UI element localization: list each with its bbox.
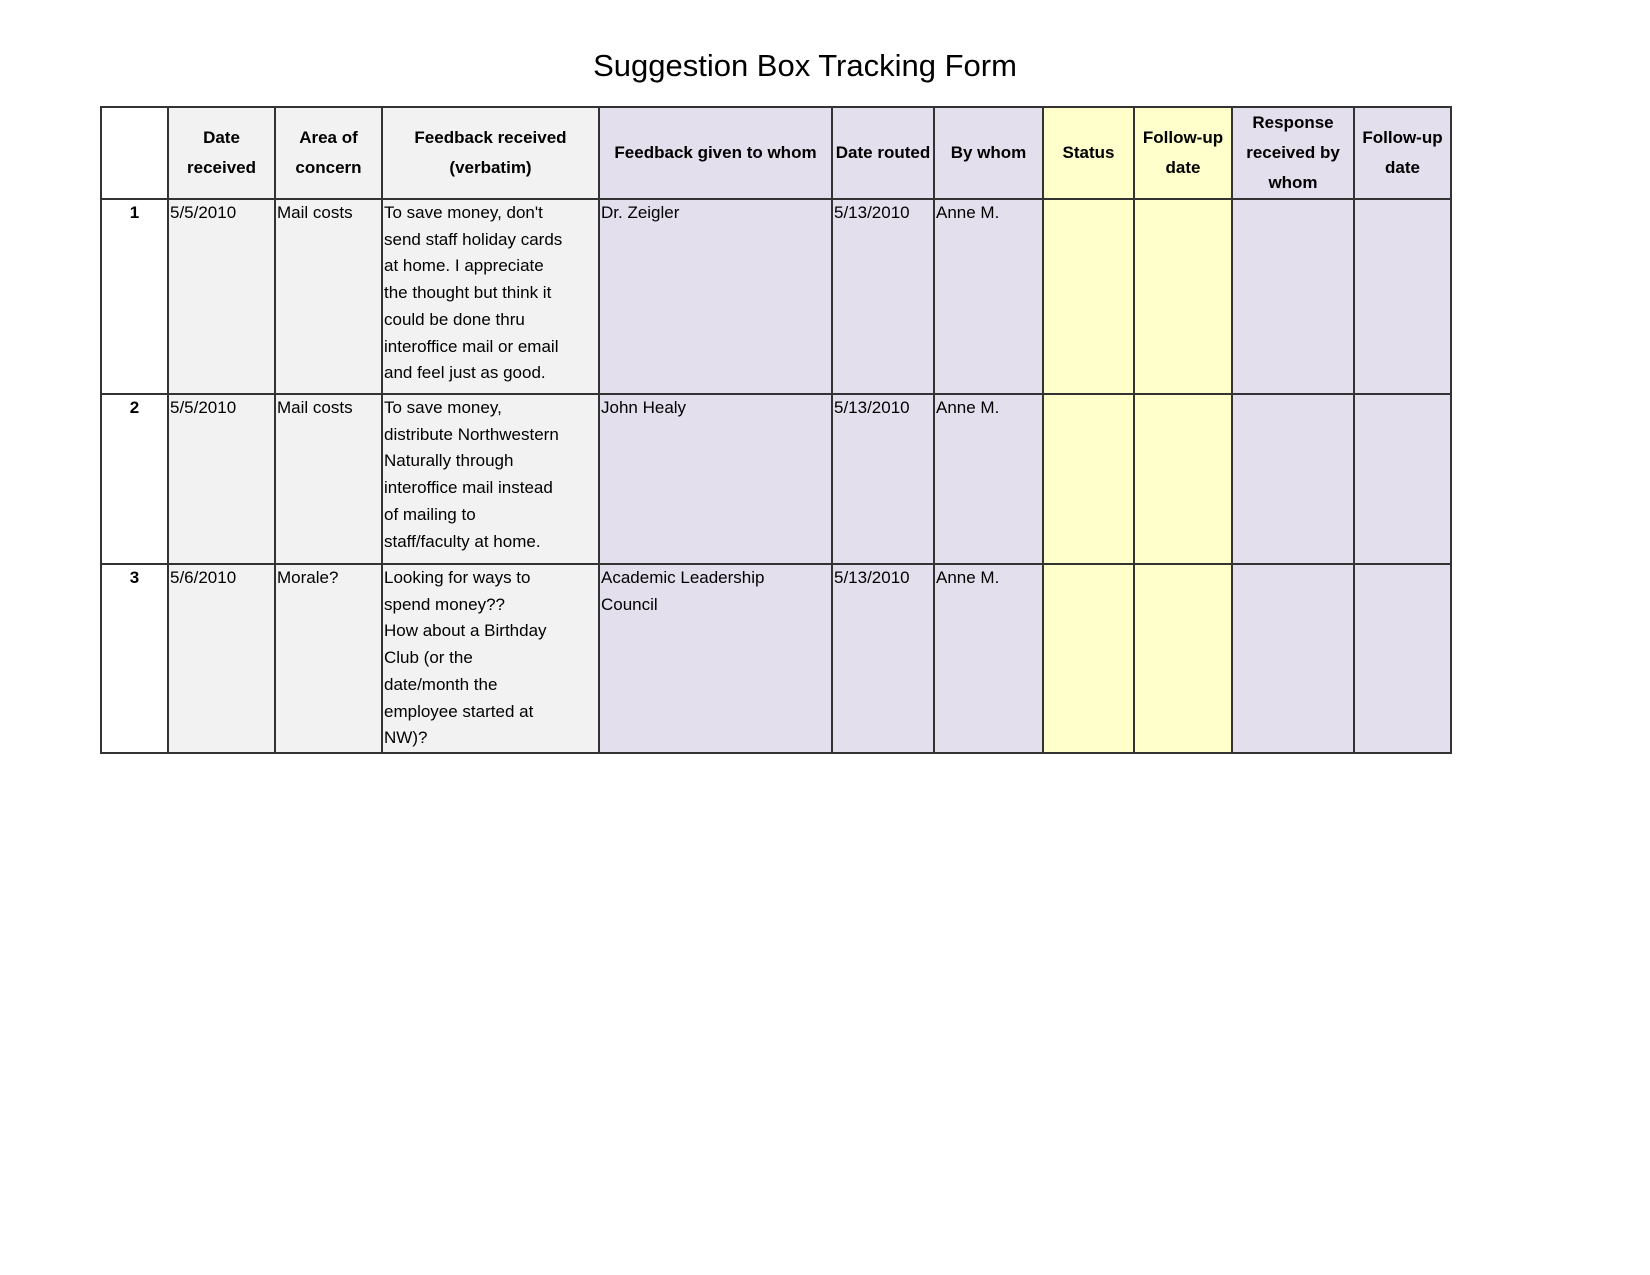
- follow-up-2-cell: [1353, 393, 1452, 565]
- response-by-cell: [1231, 393, 1355, 565]
- header-date-received: Date received: [167, 106, 276, 200]
- header-response-received-by: Response received by whom: [1231, 106, 1355, 200]
- feedback-cell: Looking for ways to spend money?? How ab…: [381, 563, 600, 754]
- by-whom-cell: Anne M.: [933, 563, 1044, 754]
- date-received-cell: 5/6/2010: [167, 563, 276, 754]
- follow-up-2-cell: [1353, 198, 1452, 395]
- header-follow-up-date: Follow-up date: [1133, 106, 1233, 200]
- date-routed-cell: 5/13/2010: [831, 563, 935, 754]
- follow-up-cell: [1133, 393, 1233, 565]
- header-follow-up-date-2: Follow-up date: [1353, 106, 1452, 200]
- table-row: 1 5/5/2010 Mail costs To save money, don't …: [100, 198, 1452, 395]
- header-by-whom: By whom: [933, 106, 1044, 200]
- page-title: Suggestion Box Tracking Form: [593, 48, 1017, 83]
- date-routed-cell: 5/13/2010: [831, 393, 935, 565]
- follow-up-cell: [1133, 198, 1233, 395]
- area-cell: Mail costs: [274, 198, 383, 395]
- header-row: Date received Area of concern Feedback r…: [100, 106, 1452, 200]
- date-received-cell: 5/5/2010: [167, 198, 276, 395]
- status-cell: [1042, 563, 1135, 754]
- given-to-cell: Dr. Zeigler: [598, 198, 833, 395]
- status-cell: [1042, 393, 1135, 565]
- feedback-cell: To save money, don't send staff holiday …: [381, 198, 600, 395]
- row-number: 2: [100, 393, 169, 565]
- area-cell: Morale?: [274, 563, 383, 754]
- header-feedback-received: Feedback received (verbatim): [381, 106, 600, 200]
- status-cell: [1042, 198, 1135, 395]
- header-number: [100, 106, 169, 200]
- row-number: 1: [100, 198, 169, 395]
- response-by-cell: [1231, 198, 1355, 395]
- response-by-cell: [1231, 563, 1355, 754]
- row-number: 3: [100, 563, 169, 754]
- by-whom-cell: Anne M.: [933, 393, 1044, 565]
- table-row: 2 5/5/2010 Mail costs To save money, distri…: [100, 393, 1452, 565]
- header-area-of-concern: Area of concern: [274, 106, 383, 200]
- header-feedback-given-to: Feedback given to whom: [598, 106, 833, 200]
- given-to-cell: Academic Leadership Council: [598, 563, 833, 754]
- area-cell: Mail costs: [274, 393, 383, 565]
- tracking-table: Date received Area of concern Feedback r…: [100, 106, 1452, 754]
- feedback-cell: To save money, distribute Northwestern N…: [381, 393, 600, 565]
- header-status: Status: [1042, 106, 1135, 200]
- given-to-cell: John Healy: [598, 393, 833, 565]
- follow-up-2-cell: [1353, 563, 1452, 754]
- header-date-routed: Date routed: [831, 106, 935, 200]
- date-received-cell: 5/5/2010: [167, 393, 276, 565]
- table-row: 3 5/6/2010 Morale? Looking for ways to spen…: [100, 563, 1452, 754]
- by-whom-cell: Anne M.: [933, 198, 1044, 395]
- date-routed-cell: 5/13/2010: [831, 198, 935, 395]
- follow-up-cell: [1133, 563, 1233, 754]
